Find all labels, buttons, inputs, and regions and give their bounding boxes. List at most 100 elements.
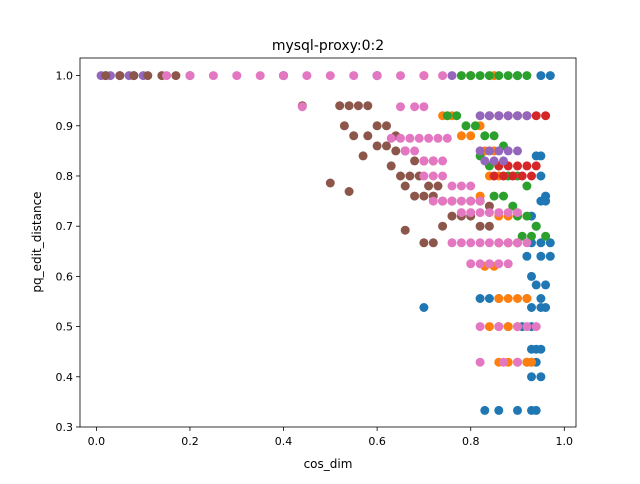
scatter-point xyxy=(494,259,504,269)
scatter-point xyxy=(531,322,541,332)
scatter-point xyxy=(358,151,368,161)
scatter-point xyxy=(494,146,504,156)
scatter-point xyxy=(513,71,522,81)
scatter-point xyxy=(494,111,504,121)
scatter-point xyxy=(503,71,513,81)
scatter-point xyxy=(503,111,513,121)
scatter-point xyxy=(499,171,508,181)
scatter-point xyxy=(470,121,480,131)
scatter-point xyxy=(531,280,541,290)
scatter-point xyxy=(484,71,494,81)
y-tick-label: 0.7 xyxy=(56,220,74,233)
scatter-point xyxy=(466,131,476,141)
scatter-point xyxy=(499,357,508,367)
y-tick-label: 0.5 xyxy=(56,321,74,334)
x-tick-label: 0.8 xyxy=(462,435,480,448)
series-6 xyxy=(162,71,541,367)
scatter-point xyxy=(475,208,485,218)
scatter-point xyxy=(536,372,546,382)
scatter-point xyxy=(456,196,466,206)
scatter-point xyxy=(527,357,536,367)
scatter-point xyxy=(372,71,382,81)
scatter-point xyxy=(484,201,494,211)
scatter-point xyxy=(396,71,405,81)
scatter-point xyxy=(115,71,125,81)
chart-title: mysql-proxy:0:2 xyxy=(272,38,384,54)
scatter-point xyxy=(494,208,504,218)
scatter-point xyxy=(143,71,153,81)
scatter-point xyxy=(129,71,139,81)
scatter-point xyxy=(419,171,429,181)
scatter-point xyxy=(208,71,218,81)
scatter-point xyxy=(400,146,410,156)
scatter-point xyxy=(171,71,181,81)
scatter-point xyxy=(527,171,536,181)
scatter-point xyxy=(372,121,382,131)
scatter-point xyxy=(541,111,551,121)
x-axis-label: cos_dim xyxy=(304,457,353,471)
scatter-point xyxy=(503,146,513,156)
scatter-point xyxy=(410,102,420,112)
scatter-point xyxy=(433,181,443,191)
scatter-point xyxy=(101,71,111,81)
y-axis-label: pq_edit_distance xyxy=(30,191,44,292)
scatter-point xyxy=(349,71,359,81)
scatter-point xyxy=(428,196,438,206)
scatter-point xyxy=(536,171,546,181)
y-tick-label: 0.4 xyxy=(56,371,74,384)
scatter-point xyxy=(428,156,438,166)
scatter-point xyxy=(541,303,551,312)
scatter-point xyxy=(447,181,457,191)
scatter-point xyxy=(475,196,485,206)
scatter-point xyxy=(466,238,476,248)
scatter-point xyxy=(541,231,551,241)
scatter-point xyxy=(522,71,532,81)
scatter-point xyxy=(419,238,429,248)
scatter-point xyxy=(513,294,522,303)
scatter-point xyxy=(325,71,335,81)
scatter-point xyxy=(466,259,476,269)
scatter-point xyxy=(517,231,527,241)
scatter-point xyxy=(456,238,466,248)
scatter-point xyxy=(522,111,532,121)
scatter-point xyxy=(531,111,541,121)
scatter-point xyxy=(419,156,429,166)
scatter-point xyxy=(489,156,499,166)
scatter-point xyxy=(405,171,415,181)
scatter-point xyxy=(396,171,405,181)
scatter-point xyxy=(400,181,410,191)
scatter-point xyxy=(466,71,476,81)
scatter-point xyxy=(545,251,555,261)
scatter-point xyxy=(522,211,532,221)
scatter-point xyxy=(475,238,485,248)
scatter-point xyxy=(438,71,448,81)
scatter-point xyxy=(475,221,485,231)
y-tick-label: 0.9 xyxy=(56,120,74,133)
scatter-point xyxy=(428,238,438,248)
scatter-point xyxy=(527,303,536,312)
scatter-point xyxy=(522,238,532,248)
scatter-point xyxy=(438,156,448,166)
scatter-point xyxy=(447,196,457,206)
scatter-point xyxy=(513,322,522,332)
scatter-point xyxy=(475,146,485,156)
scatter-point xyxy=(484,221,494,231)
scatter-point xyxy=(503,322,513,332)
scatter-point xyxy=(372,141,382,151)
scatter-point xyxy=(503,294,513,303)
scatter-point xyxy=(489,131,499,141)
scatter-point xyxy=(297,102,307,112)
axes-frame xyxy=(79,57,577,428)
series-4 xyxy=(96,71,532,166)
scatter-point xyxy=(386,161,396,171)
scatter-point xyxy=(484,208,494,218)
scatter-point xyxy=(475,259,485,269)
scatter-point xyxy=(442,133,452,143)
scatter-point xyxy=(428,171,438,181)
x-tick-label: 0.0 xyxy=(88,435,106,448)
scatter-point xyxy=(419,191,429,201)
scatter-point xyxy=(396,102,405,112)
scatter-point xyxy=(391,146,401,156)
scatter-point xyxy=(185,71,195,81)
